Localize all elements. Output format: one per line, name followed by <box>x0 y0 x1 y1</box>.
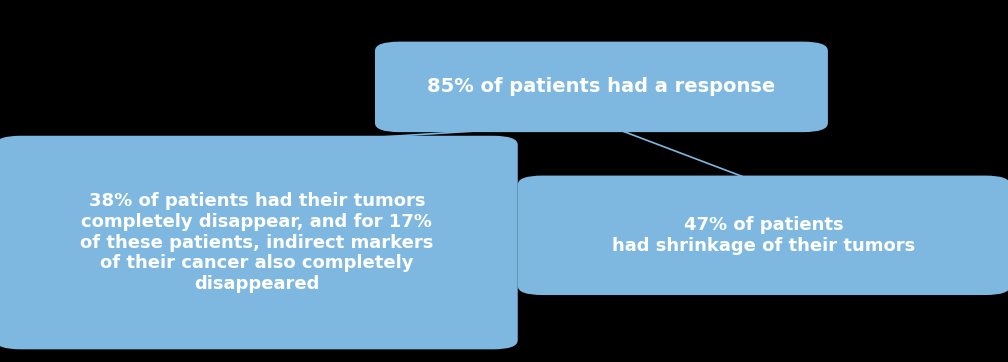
FancyBboxPatch shape <box>0 136 518 349</box>
Text: 47% of patients
had shrinkage of their tumors: 47% of patients had shrinkage of their t… <box>612 216 915 255</box>
FancyBboxPatch shape <box>375 42 828 132</box>
Text: 85% of patients had a response: 85% of patients had a response <box>427 77 775 96</box>
Text: 38% of patients had their tumors
completely disappear, and for 17%
of these pati: 38% of patients had their tumors complet… <box>81 192 433 293</box>
FancyBboxPatch shape <box>518 176 1008 295</box>
